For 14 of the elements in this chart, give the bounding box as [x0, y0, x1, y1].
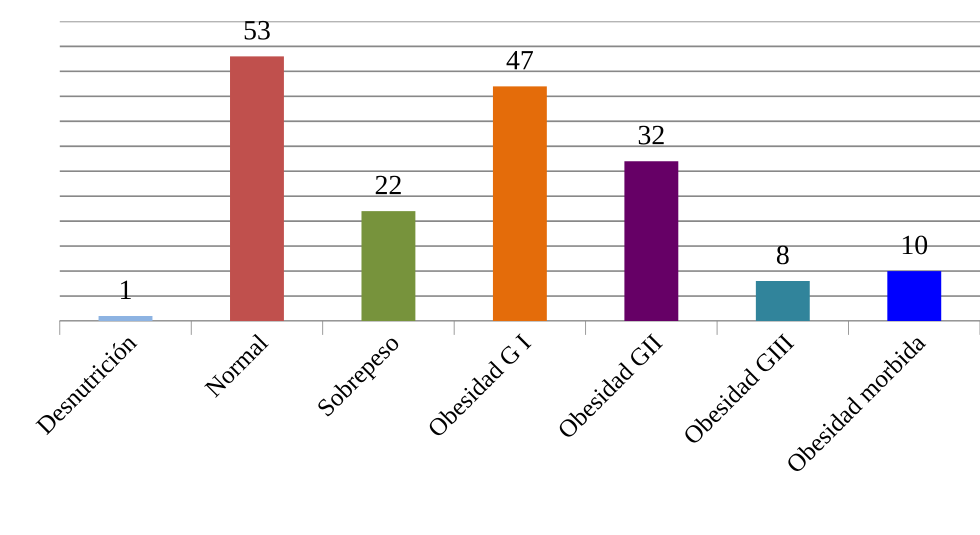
bar [887, 271, 942, 321]
data-label: 8 [776, 246, 789, 264]
bar [756, 281, 810, 321]
data-label: 53 [244, 20, 270, 40]
data-label: 1 [121, 280, 131, 299]
data-label: 32 [638, 126, 664, 144]
bar [230, 56, 284, 321]
bar [361, 211, 416, 321]
bar [98, 316, 152, 321]
bar [624, 161, 678, 321]
data-label: 47 [506, 51, 533, 70]
data-label: 10 [902, 236, 928, 254]
data-label: 22 [376, 176, 401, 194]
bar [492, 86, 547, 321]
